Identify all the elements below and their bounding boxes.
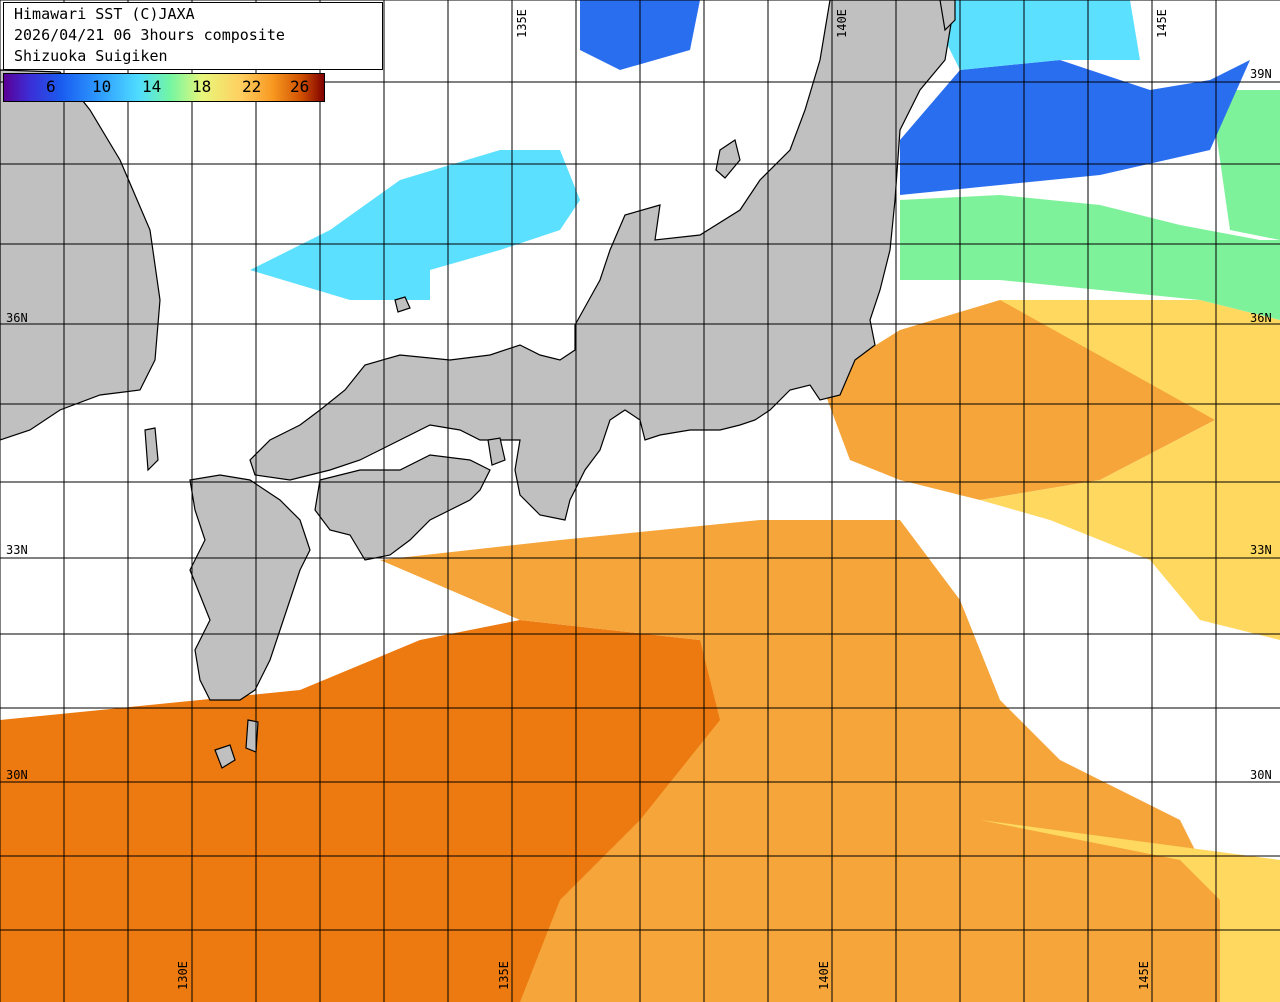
sst-patch-yellow-se — [980, 820, 1280, 1002]
title-line-2: 2026/04/21 06 3hours composite — [14, 26, 285, 44]
colorbar-tick-6: 6 — [46, 77, 56, 96]
colorbar: 6 10 14 18 22 26 — [3, 73, 325, 102]
sst-patch-cool-north — [250, 150, 580, 300]
colorbar-tick-18: 18 — [192, 77, 212, 96]
sst-patch-green-ne — [1210, 90, 1280, 240]
land-yakushima — [214, 744, 236, 769]
title-box: Himawari SST (C)JAXA 2026/04/21 06 3hour… — [3, 2, 383, 70]
title-line-1: Himawari SST (C)JAXA — [14, 5, 195, 23]
lat-label-33n-right: 33N — [1250, 543, 1272, 557]
land-shikoku — [314, 454, 491, 561]
lat-label-30n-right: 30N — [1250, 768, 1272, 782]
land-hokkaido — [939, 0, 956, 32]
lat-label-39n-right: 39N — [1250, 67, 1272, 81]
colorbar-tick-10: 10 — [92, 77, 112, 96]
title-line-3: Shizuoka Suigiken — [14, 47, 168, 65]
land-oki — [394, 296, 411, 313]
land-layer — [0, 0, 956, 769]
sst-patch-yellow-east — [980, 300, 1280, 640]
lat-label-33n-left: 33N — [6, 543, 28, 557]
lon-label-135e-bottom: 135E — [497, 961, 511, 990]
land-kyushu — [189, 474, 311, 701]
lon-label-130e-bottom: 130E — [176, 961, 190, 990]
sst-patch-cool-ne — [945, 0, 1140, 70]
lat-label-30n-left: 30N — [6, 768, 28, 782]
lat-label-36n-left: 36N — [6, 311, 28, 325]
sst-patch-warm-south — [380, 520, 1220, 1002]
lon-label-140e-top: 140E — [835, 9, 849, 38]
lat-label-36n-right: 36N — [1250, 311, 1272, 325]
land-sado — [715, 139, 741, 179]
lon-label-145e-bottom: 145E — [1137, 961, 1151, 990]
land-tsushima — [144, 427, 159, 472]
lon-label-140e-bottom: 140E — [817, 961, 831, 990]
lon-label-145e-top: 145E — [1155, 9, 1169, 38]
colorbar-tick-14: 14 — [142, 77, 162, 96]
lon-label-135e-top: 135E — [515, 9, 529, 38]
land-korea — [0, 69, 161, 441]
sst-patch-cold-ne — [900, 60, 1250, 195]
land-awaji — [487, 437, 506, 466]
land-honshu — [249, 0, 956, 521]
colorbar-tick-22: 22 — [242, 77, 262, 96]
sst-patch-green-east — [900, 195, 1280, 320]
colorbar-tick-26: 26 — [290, 77, 310, 96]
